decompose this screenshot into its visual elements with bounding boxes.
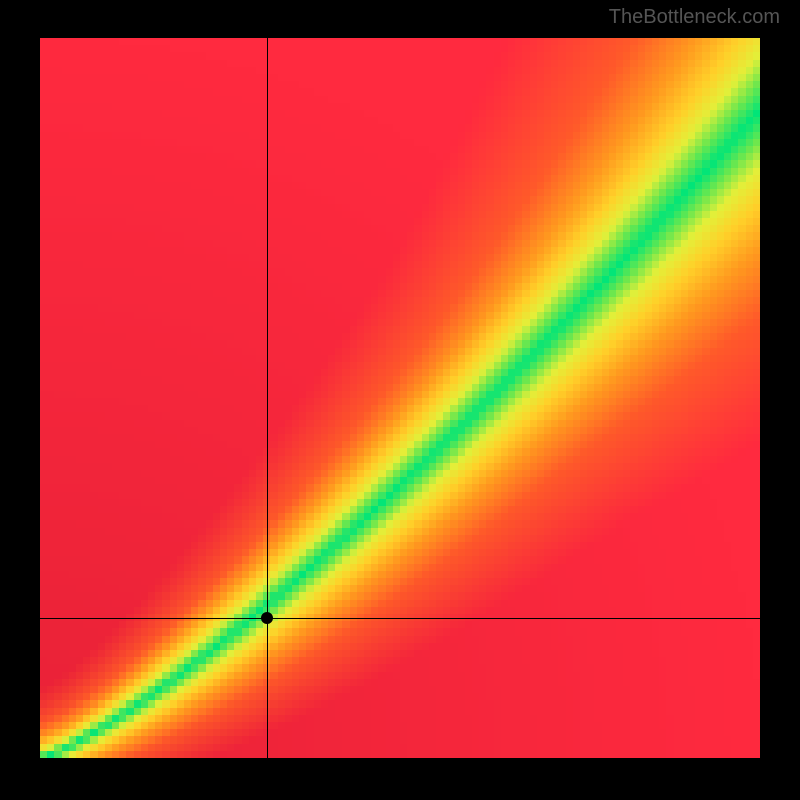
marker-dot [261, 612, 273, 624]
crosshair-horizontal [40, 618, 760, 619]
heatmap-canvas [40, 38, 760, 758]
plot-area [40, 38, 760, 758]
watermark-text: TheBottleneck.com [609, 6, 780, 29]
crosshair-vertical [267, 38, 268, 758]
